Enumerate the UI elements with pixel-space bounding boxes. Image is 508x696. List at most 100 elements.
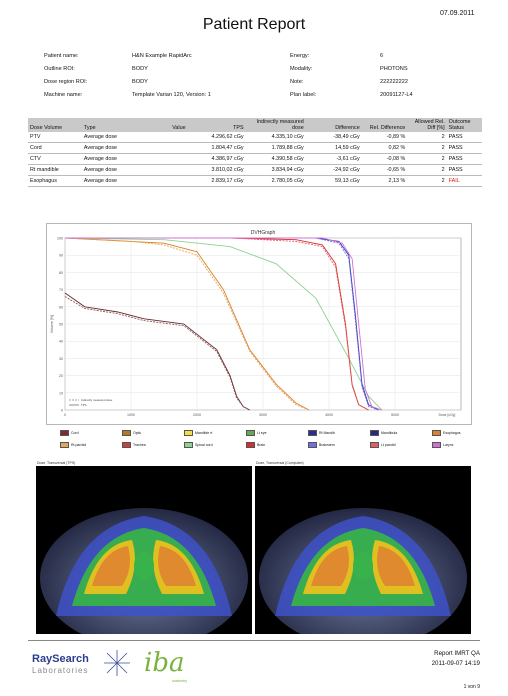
legend-swatch	[308, 442, 317, 448]
legend-item: Cord	[60, 430, 79, 436]
legend-item: Brain	[246, 442, 265, 448]
table-cell-value	[154, 132, 188, 143]
dvh-series-line	[64, 237, 310, 411]
info-label: Plan label:	[290, 92, 317, 98]
col-header: Dose Volume	[28, 118, 82, 132]
info-value: Template Varian 120, Version: 1	[132, 92, 211, 98]
table-cell-allowed: 2	[407, 153, 447, 165]
legend-swatch	[308, 430, 317, 436]
legend-swatch	[184, 430, 193, 436]
table-cell-rel: -0,08 %	[361, 153, 408, 165]
info-label: Modality:	[290, 66, 313, 72]
col-header: Outcome Status	[446, 118, 482, 132]
image-caption-right: Dose, Transversal (Computed)	[256, 461, 304, 465]
x-tick-label: 5000	[391, 413, 399, 417]
table-cell-type: Average dose	[81, 164, 155, 176]
legend-label: Spinal cord	[195, 443, 213, 447]
table-cell-tps: 4.386,97 cGy	[187, 153, 246, 165]
legend-item: Trachea	[122, 442, 146, 448]
table-cell-status: PASS	[446, 132, 482, 143]
table-cell-volume: Cord	[28, 142, 82, 154]
y-tick-label: 90	[59, 254, 63, 258]
table-cell-measured: 4.335,10 cGy	[245, 132, 306, 143]
info-label: Outline ROI:	[44, 66, 75, 72]
table-cell-type: Average dose	[81, 142, 155, 154]
legend-label: Mandibula	[381, 431, 398, 435]
legend-swatch	[370, 430, 379, 436]
legend-item: Rt parotid	[60, 442, 86, 448]
table-cell-diff: -38,49 cGy	[305, 132, 362, 143]
info-label: Energy:	[290, 53, 310, 59]
legend-item: Lt eye	[246, 430, 267, 436]
y-tick-label: 20	[59, 374, 63, 378]
x-axis-label: Dose [cGy]	[439, 413, 456, 417]
table-cell-rel: -0,65 %	[361, 164, 408, 176]
table-cell-volume: CTV	[28, 153, 82, 165]
col-header: TPS	[187, 118, 246, 132]
y-tick-label: 60	[59, 305, 63, 309]
dvh-series-line	[64, 292, 251, 411]
table-cell-value	[154, 175, 188, 187]
dvh-chart: DVHGraph 0 10 20 30 40 50 60 70 80 90 100 0 1000 2000 3…	[46, 223, 472, 425]
legend-item: Optic	[122, 430, 141, 436]
results-header-row: Dose Volume Type Value TPS Indirectly me…	[28, 118, 482, 132]
info-value: H&N Example RapidArc	[132, 53, 192, 59]
legend-swatch	[122, 442, 131, 448]
table-cell-type: Average dose	[81, 153, 155, 165]
report-timestamp: 2011-09-07 14:19	[431, 660, 480, 667]
table-cell-status: PASS	[446, 142, 482, 154]
y-tick-label: 40	[59, 340, 63, 344]
table-row: Cord Average dose 1.804,47 cGy 1.789,88 cGy…	[28, 142, 482, 154]
table-cell-volume: Esophagus	[28, 175, 82, 187]
legend-swatch	[246, 442, 255, 448]
table-cell-status: PASS	[446, 153, 482, 165]
legend-item: Brainstem	[308, 442, 335, 448]
table-cell-tps: 1.804,47 cGy	[187, 142, 246, 154]
table-cell-diff: -3,61 cGy	[305, 153, 362, 165]
info-value: 20091127-L4	[380, 92, 413, 98]
x-tick-label: 1000	[127, 413, 135, 417]
x-tick-label: 0	[64, 413, 66, 417]
info-value: PHOTONS	[380, 66, 408, 72]
legend-swatch	[60, 430, 69, 436]
table-cell-diff: -24,92 cGy	[305, 164, 362, 176]
y-tick-label: 100	[57, 237, 63, 241]
table-row: Rt mandible Average dose 3.810,02 cGy 3.834…	[28, 164, 482, 176]
col-header: Allowed Rel. Diff [%]	[407, 118, 447, 132]
iba-logo: iba	[144, 648, 185, 678]
dvh-series-line	[65, 237, 382, 411]
image-caption-left: Dose, Transversal (TPS)	[37, 461, 76, 465]
legend-label: Esophagus	[443, 431, 461, 435]
legend-label: Rt parotid	[71, 443, 87, 447]
table-row: Esophagus Average dose 2.839,17 cGy 2.780,0…	[28, 175, 482, 187]
x-tick-label: 2000	[193, 413, 201, 417]
y-tick-label: 10	[59, 391, 63, 395]
page-number: 1 von 9	[463, 684, 480, 690]
legend-swatch	[370, 442, 379, 448]
legend-item: Mandibula	[370, 430, 397, 436]
info-value: 6	[380, 53, 384, 59]
info-label: Dose region ROI:	[44, 79, 88, 85]
table-cell-rel: -0,89 %	[361, 132, 408, 143]
legend-note-label: Indirectly measured dose	[81, 398, 113, 402]
raysearch-logo: RaySearch	[32, 653, 89, 665]
info-value: BODY	[132, 79, 148, 85]
table-cell-value	[154, 142, 188, 154]
legend-label: Lt eye	[257, 431, 267, 435]
legend-note-label: TPS	[81, 403, 87, 407]
table-cell-diff: 14,59 cGy	[305, 142, 362, 154]
info-value: BODY	[132, 66, 148, 72]
legend-item: Mandible rt	[184, 430, 212, 436]
col-header: Type	[81, 118, 155, 132]
col-header: Value	[154, 118, 188, 132]
table-cell-volume: PTV	[28, 132, 82, 143]
y-tick-label: 30	[59, 357, 63, 361]
iba-logo-sub: dosimetry	[172, 679, 188, 683]
table-cell-allowed: 2	[407, 164, 447, 176]
legend-item: Lt parotid	[370, 442, 396, 448]
legend-swatch	[184, 442, 193, 448]
table-cell-measured: 1.789,88 cGy	[245, 142, 306, 154]
table-cell-measured: 3.834,94 cGy	[245, 164, 306, 176]
table-cell-type: Average dose	[81, 132, 155, 143]
